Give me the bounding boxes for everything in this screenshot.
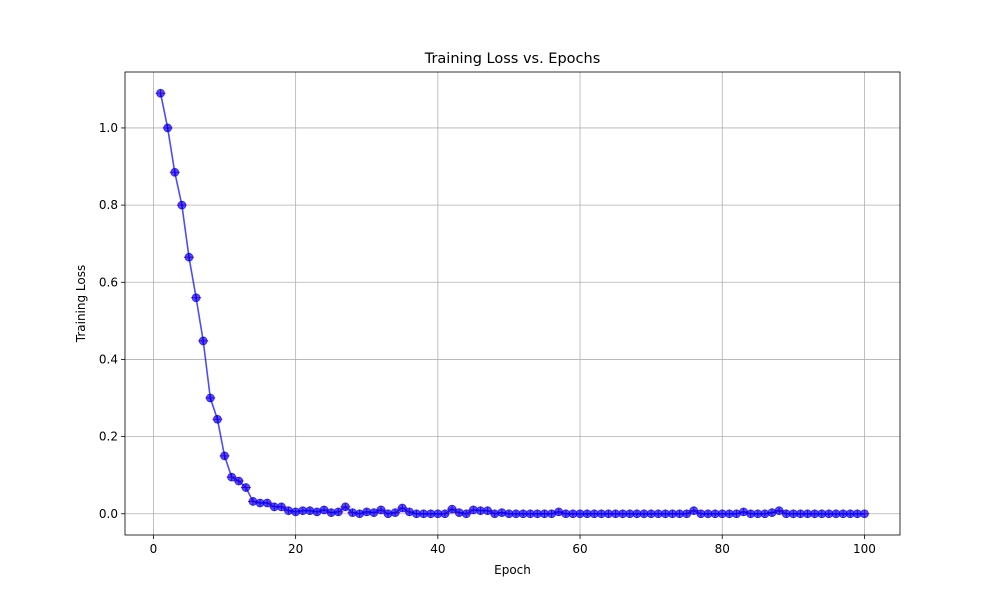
data-point — [447, 504, 457, 514]
plot-frame — [124, 71, 901, 536]
data-point — [760, 509, 770, 519]
data-point — [227, 472, 237, 482]
data-point — [397, 503, 407, 513]
data-point — [191, 293, 201, 303]
x-axis-label: Epoch — [494, 563, 531, 577]
y-tick-label: 1.0 — [99, 121, 118, 135]
y-axis-label: Training Loss — [74, 265, 88, 343]
data-point — [860, 509, 869, 519]
x-tick-label: 40 — [430, 542, 445, 556]
y-tick-label: 0.4 — [99, 352, 118, 366]
data-point — [348, 508, 357, 518]
y-tick-label: 0.0 — [99, 507, 118, 521]
data-point — [198, 336, 208, 346]
data-point — [284, 506, 293, 516]
data-point — [220, 451, 229, 461]
data-point — [163, 123, 173, 133]
chart-title: Training Loss vs. Epochs — [424, 51, 601, 67]
data-point — [341, 502, 350, 512]
data-point — [333, 507, 343, 517]
y-tick-label: 0.8 — [99, 198, 118, 212]
data-point — [490, 509, 500, 519]
data-point — [376, 505, 386, 515]
data-point — [383, 509, 393, 519]
data-point — [184, 252, 194, 262]
data-point — [440, 509, 450, 519]
data-point — [241, 483, 251, 492]
data-point — [177, 200, 187, 210]
data-point — [170, 167, 180, 177]
data-point — [291, 507, 301, 517]
x-tick-label: 60 — [572, 542, 587, 556]
data-point — [461, 509, 471, 519]
x-tick-label: 20 — [288, 542, 303, 556]
data-point — [305, 506, 315, 516]
data-points — [156, 88, 869, 519]
data-point — [390, 508, 400, 518]
y-axis-ticks: 0.0 0.2 0.4 0.6 0.8 1.0 — [99, 121, 125, 521]
data-point — [213, 414, 222, 424]
data-point — [497, 508, 507, 518]
data-point — [156, 88, 165, 98]
data-point — [248, 497, 258, 506]
y-tick-label: 0.6 — [99, 275, 118, 289]
y-tick-label: 0.2 — [99, 430, 118, 444]
data-point — [454, 508, 464, 518]
x-tick-label: 100 — [853, 542, 876, 556]
x-tick-label: 0 — [150, 542, 158, 556]
data-point — [277, 502, 286, 512]
x-axis-ticks: 0 20 40 60 80 100 — [150, 535, 876, 556]
x-tick-label: 80 — [715, 542, 730, 556]
data-point — [205, 393, 215, 403]
data-point — [234, 476, 244, 486]
data-point — [262, 498, 272, 508]
